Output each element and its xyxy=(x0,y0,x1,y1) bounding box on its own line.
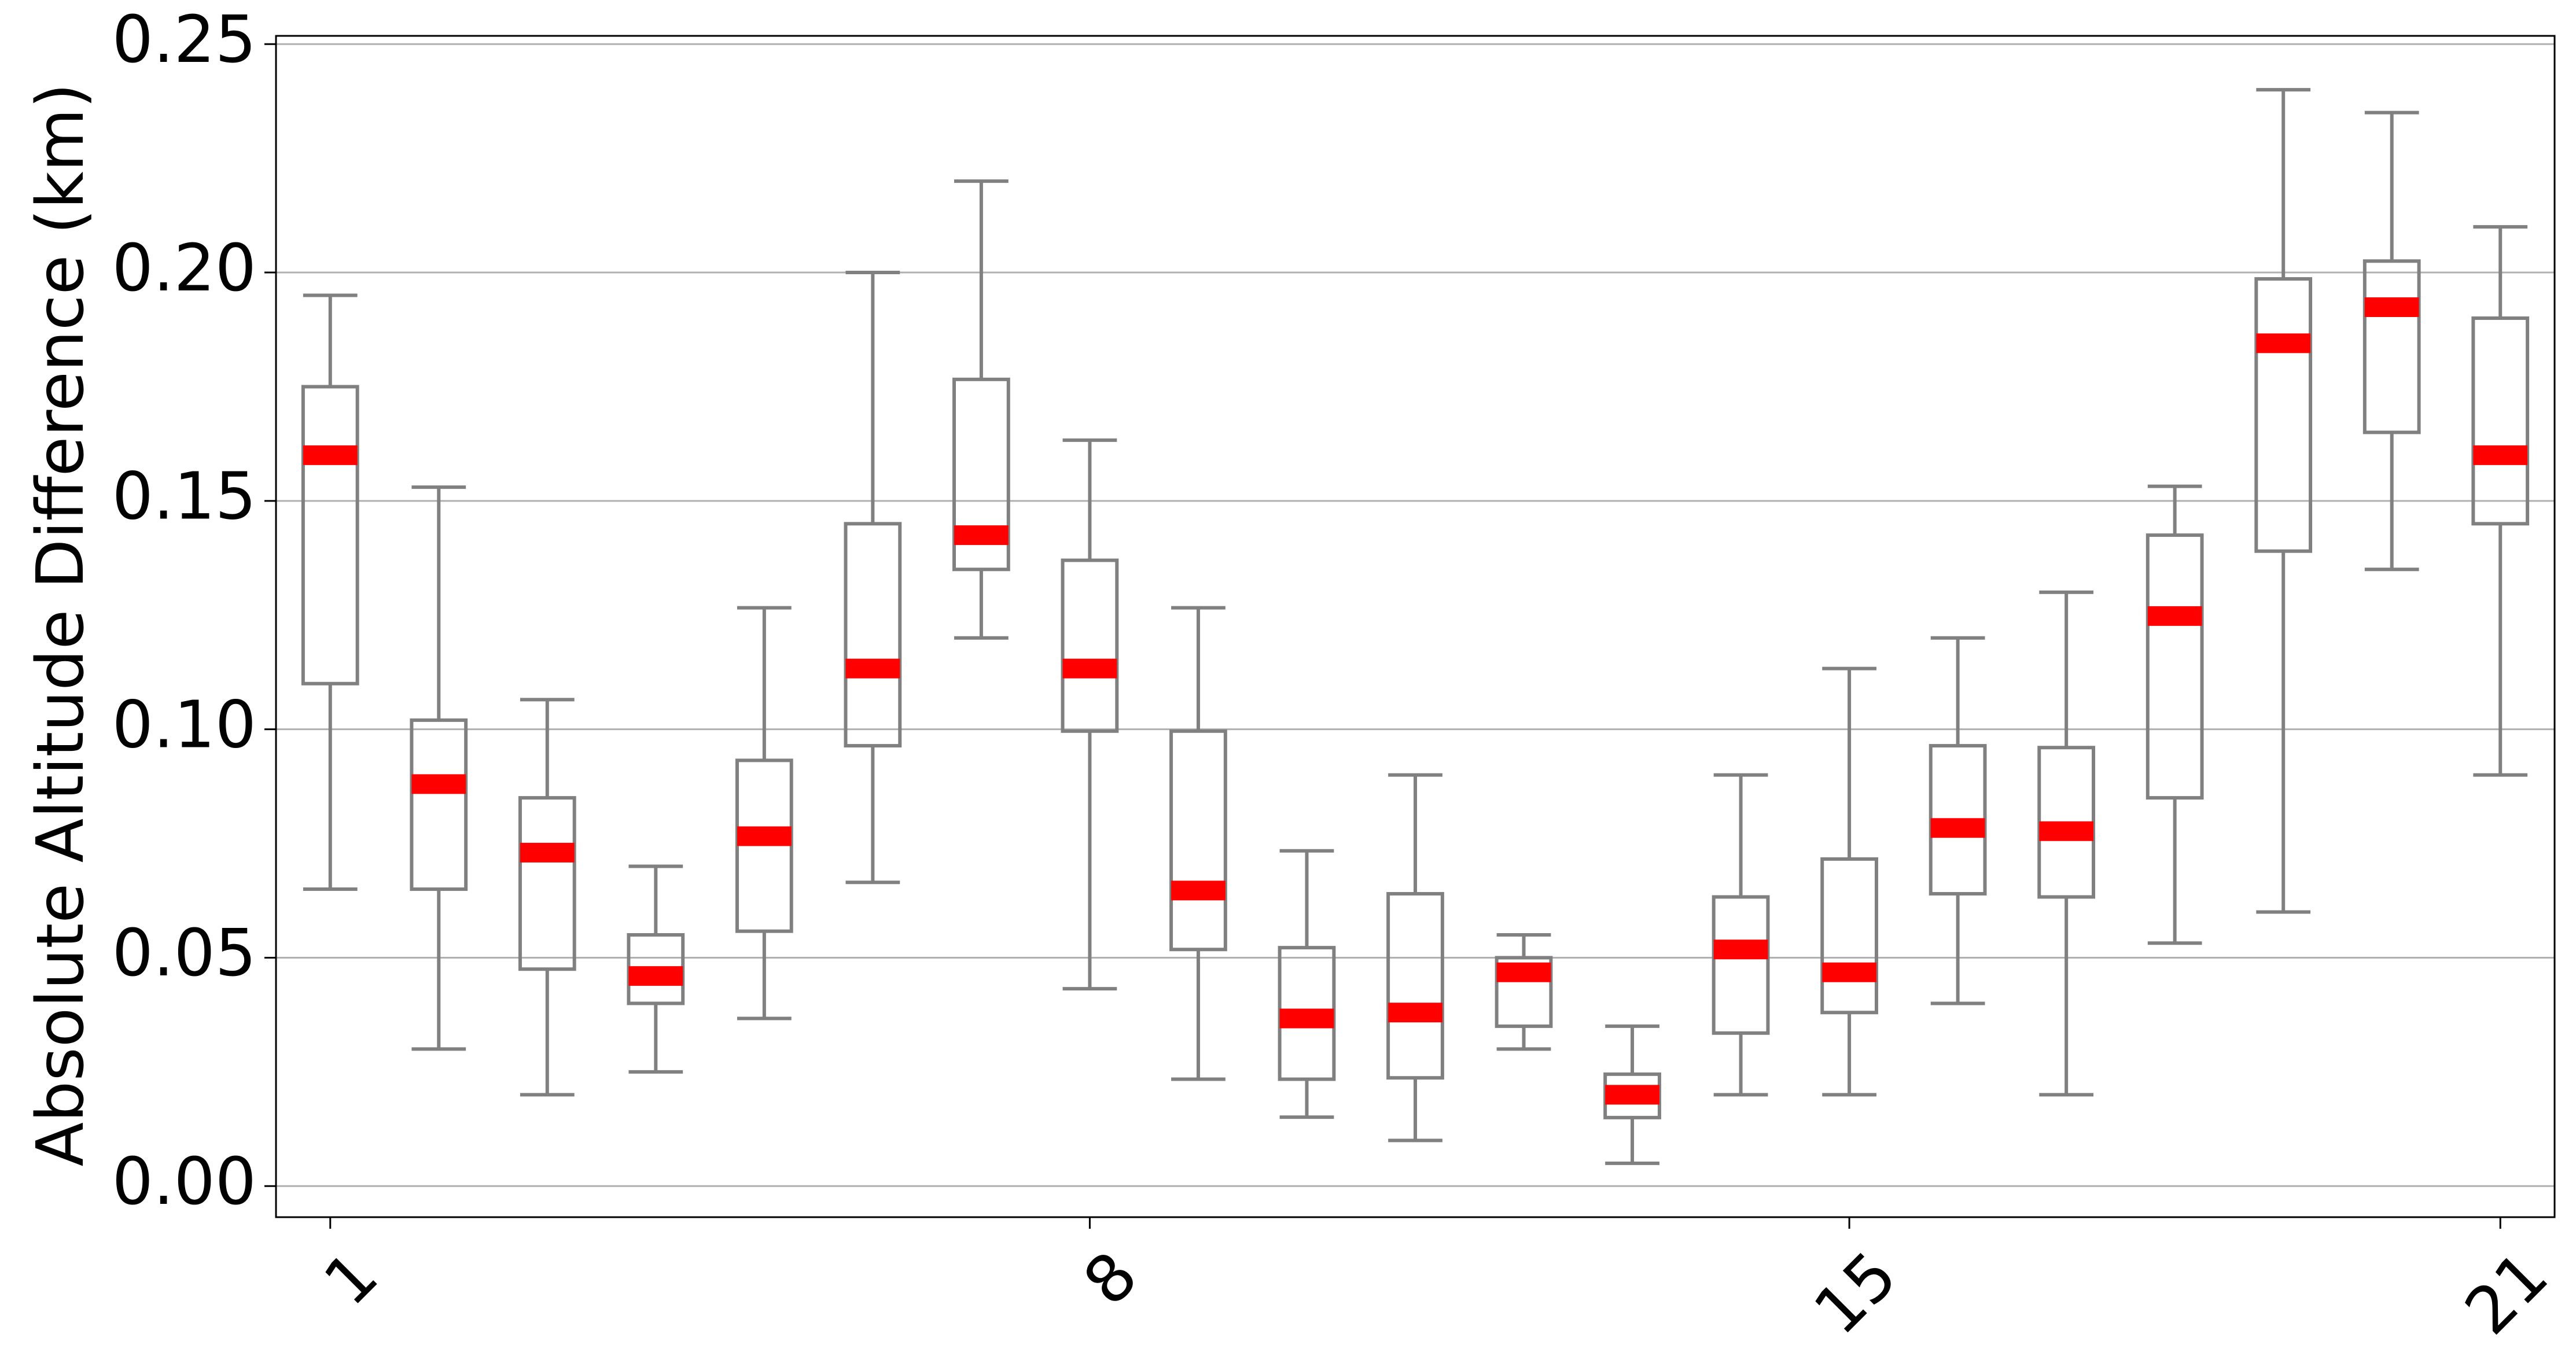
box xyxy=(1820,857,1878,1015)
x-tick-label: 1 xyxy=(310,1237,392,1320)
box xyxy=(2362,259,2421,434)
y-tick-label: 0.15 xyxy=(112,459,256,535)
y-tick-label: 0.00 xyxy=(112,1144,256,1219)
box xyxy=(410,718,468,891)
box xyxy=(1061,558,1119,733)
x-tick-label: 21 xyxy=(2451,1237,2563,1349)
y-tick-label: 0.20 xyxy=(112,231,256,306)
x-tick-label: 8 xyxy=(1069,1237,1151,1320)
box xyxy=(1712,895,1770,1035)
y-tick-label: 0.05 xyxy=(112,916,256,991)
y-tick-label: 0.10 xyxy=(112,687,256,762)
box xyxy=(2146,533,2204,800)
box xyxy=(1169,729,1227,952)
box xyxy=(844,522,902,748)
box xyxy=(2254,277,2313,553)
y-axis-label: Absolute Altitude Difference (km) xyxy=(23,83,98,1167)
box xyxy=(301,385,359,686)
box xyxy=(952,377,1010,572)
box xyxy=(1386,891,1444,1080)
box xyxy=(1495,956,1553,1028)
x-tick-label: 15 xyxy=(1800,1237,1912,1349)
plot-frame xyxy=(275,35,2556,1218)
box xyxy=(2471,316,2530,526)
y-tick-label: 0.25 xyxy=(112,2,256,78)
box xyxy=(518,796,576,971)
